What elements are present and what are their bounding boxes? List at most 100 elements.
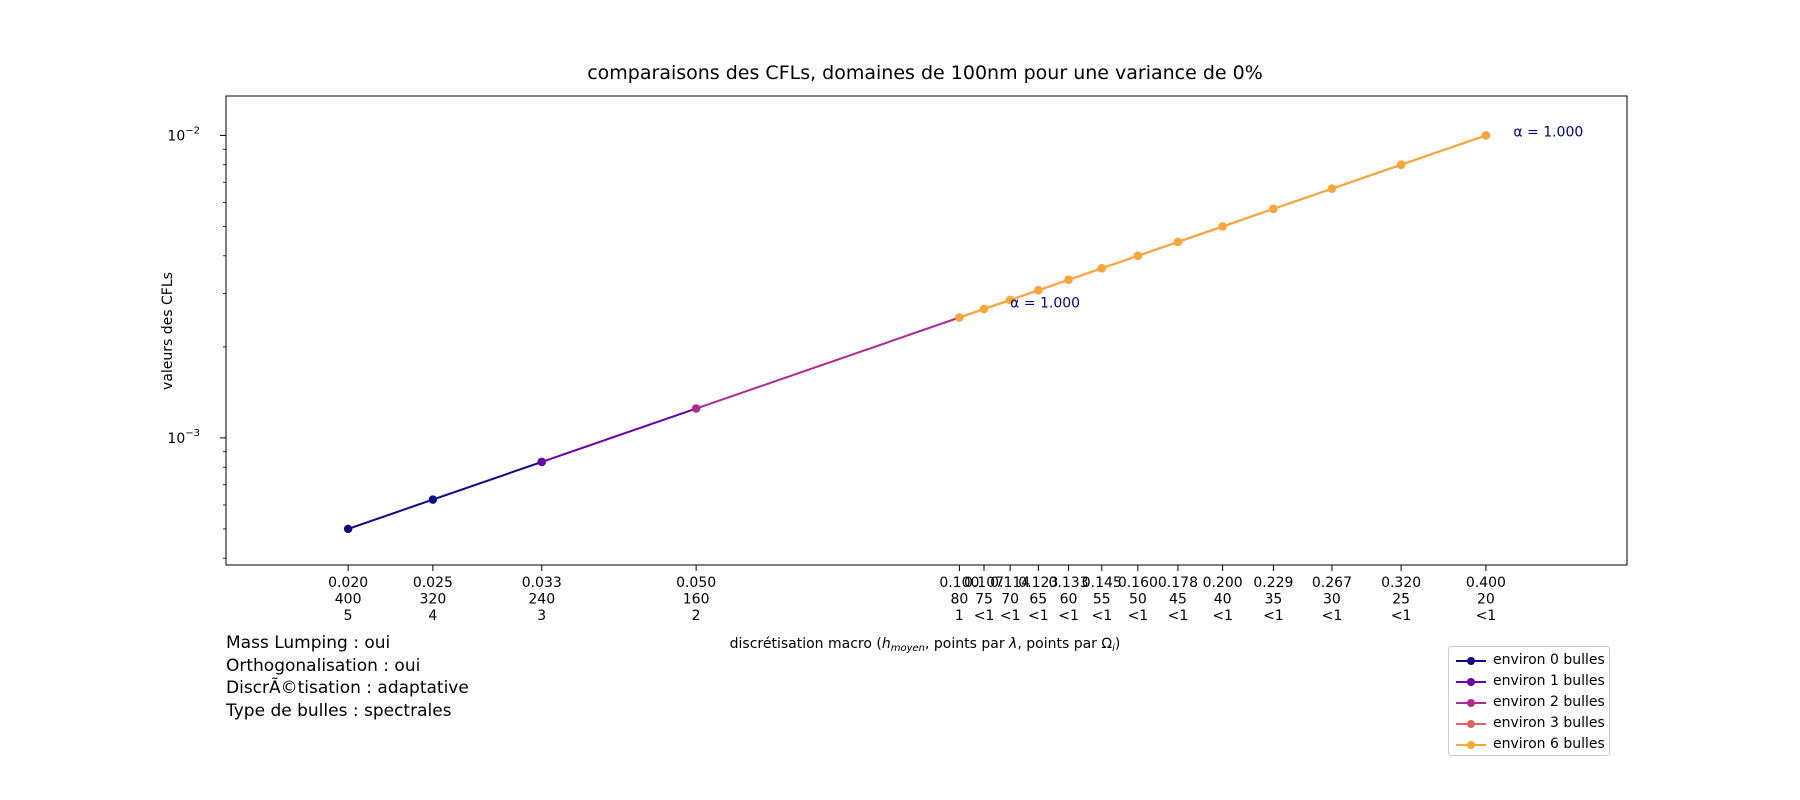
x-tick-label: <1 (1000, 608, 1021, 624)
legend-label-0: environ 0 bulles (1493, 652, 1605, 668)
x-tick-label: 60 (1060, 592, 1078, 608)
series-point-4 (1064, 275, 1073, 284)
info-mass-lumping: Mass Lumping : oui (226, 633, 391, 653)
legend-swatch-2 (1456, 699, 1486, 707)
series-point-0 (343, 524, 353, 534)
x-tick-label: 0.114 (990, 575, 1030, 591)
x-tick-label: <1 (1476, 608, 1497, 624)
legend-swatch-3 (1456, 720, 1486, 728)
series-point-2 (691, 404, 701, 413)
series-point-4 (1133, 251, 1143, 260)
x-tick-label: 160 (683, 592, 710, 608)
series-point-4 (1034, 286, 1043, 295)
series-point-0 (428, 495, 438, 504)
series-point-1 (537, 457, 546, 467)
series-line-0 (347, 460, 543, 530)
x-tick-label: 0.320 (1381, 575, 1421, 591)
series-point-4 (1218, 222, 1227, 231)
x-tick-label: 0.107 (964, 575, 1004, 591)
x-tick-label: <1 (1212, 608, 1233, 624)
x-tick-label: <1 (1322, 608, 1343, 624)
x-tick-label: 75 (975, 592, 993, 608)
x-tick-label: 5 (344, 608, 353, 624)
x-tick-label: 0.123 (1018, 575, 1058, 591)
x-tick-label: 320 (420, 592, 447, 608)
y-tick-label: 10−3 (167, 428, 200, 447)
x-tick-label: 0.020 (328, 575, 368, 591)
x-tick-label: <1 (1391, 608, 1412, 624)
x-tick-label: 0.145 (1082, 575, 1122, 591)
legend-item-0: environ 0 bulles (1449, 650, 1609, 671)
series-line-1 (541, 407, 697, 463)
y-tick-label: 10−2 (167, 125, 200, 144)
x-tick-label: 0.200 (1203, 575, 1243, 591)
series-point-4 (1327, 184, 1337, 193)
x-tick-label: 20 (1477, 592, 1495, 608)
x-tick-label: 4 (428, 608, 437, 624)
x-tick-label: 0.229 (1253, 575, 1293, 591)
x-tick-label: 65 (1029, 592, 1047, 608)
info-discretisation: DiscrÃ©tisation : adaptative (226, 678, 469, 698)
x-tick-label: <1 (1263, 608, 1284, 624)
series-point-4 (1396, 160, 1406, 169)
legend-label-3: environ 3 bulles (1493, 715, 1605, 731)
legend-item-4: environ 6 bulles (1449, 734, 1609, 755)
series-point-4 (1269, 204, 1278, 214)
series-point-4 (1097, 264, 1107, 273)
x-tick-label: 2 (692, 608, 701, 624)
legend-swatch-1 (1456, 678, 1486, 686)
x-tick-label: <1 (1168, 608, 1189, 624)
x-tick-label: 0.033 (522, 575, 562, 591)
settings-info: Mass Lumping : oui Orthogonalisation : o… (226, 632, 469, 722)
x-tick-label: 0.133 (1048, 575, 1088, 591)
alpha-annotation: α = 1.000 (1010, 296, 1080, 312)
x-tick-label: 0.050 (676, 575, 716, 591)
series-point-4 (1173, 237, 1183, 247)
legend: environ 0 bulles environ 1 bulles enviro… (1448, 646, 1610, 756)
series-point-4 (1481, 131, 1491, 140)
x-tick-label: 80 (950, 592, 968, 608)
x-tick-label: 35 (1264, 592, 1282, 608)
legend-swatch-4 (1456, 741, 1486, 749)
series-point-4 (955, 313, 964, 322)
x-tick-label: 70 (1001, 592, 1019, 608)
x-tick-label: 240 (528, 592, 555, 608)
plot-area (225, 95, 1628, 566)
x-tick-label: 0.267 (1312, 575, 1352, 591)
x-tick-label: 50 (1129, 592, 1147, 608)
legend-swatch-0 (1456, 657, 1486, 665)
legend-label-1: environ 1 bulles (1493, 673, 1605, 689)
chart-title: comparaisons des CFLs, domaines de 100nm… (587, 62, 1263, 84)
alpha-annotation: α = 1.000 (1513, 125, 1583, 141)
x-tick-label: 25 (1392, 592, 1410, 608)
legend-item-1: environ 1 bulles (1449, 671, 1609, 692)
info-bubble-type: Type de bulles : spectrales (226, 700, 452, 721)
x-tick-label: 0.160 (1118, 575, 1158, 591)
series-point-4 (979, 304, 989, 314)
legend-label-4: environ 6 bulles (1493, 736, 1605, 752)
x-tick-label: <1 (1128, 608, 1149, 624)
x-tick-label: 45 (1169, 592, 1187, 608)
x-tick-label: 0.100 (939, 575, 979, 591)
series-line-2 (695, 316, 960, 410)
x-tick-label: 40 (1214, 592, 1232, 608)
y-axis-ticks: 10−2 10−3 (167, 125, 226, 559)
series-point-4 (1005, 295, 1015, 305)
x-tick-label: <1 (974, 608, 995, 624)
y-axis-label: valeurs des CFLs (160, 272, 176, 390)
x-tick-label: 3 (537, 608, 546, 624)
series-layer (343, 131, 1491, 534)
x-tick-label: <1 (1028, 608, 1049, 624)
info-orthogonalisation: Orthogonalisation : oui (226, 655, 421, 676)
annotation-layer: α = 1.000 α = 1.000 (1010, 125, 1583, 312)
x-tick-label: 0.400 (1466, 575, 1506, 591)
legend-item-2: environ 2 bulles (1449, 692, 1609, 713)
x-axis-label: discrétisation macro (hmoyen, points par… (730, 636, 1121, 654)
x-tick-label: 400 (335, 592, 362, 608)
x-tick-label: 0.178 (1158, 575, 1198, 591)
x-tick-label: 0.025 (413, 575, 453, 591)
legend-label-2: environ 2 bulles (1493, 694, 1605, 710)
x-tick-label: <1 (1058, 608, 1079, 624)
